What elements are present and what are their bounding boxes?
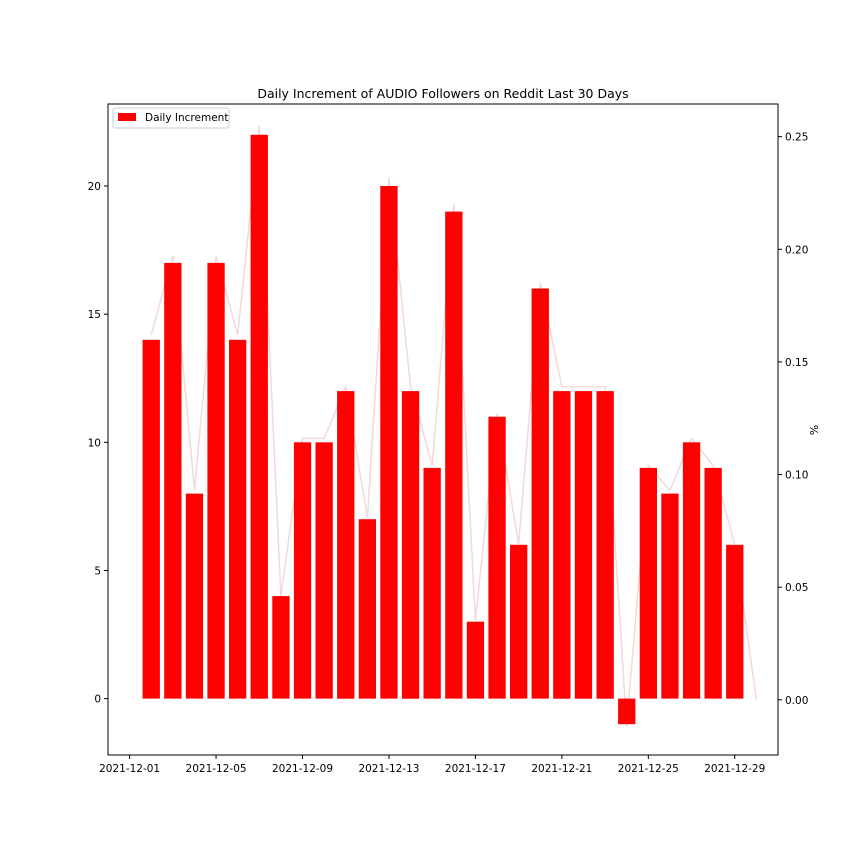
legend: Daily Increment bbox=[112, 107, 230, 129]
bar-2021-12-19 bbox=[510, 544, 528, 699]
x-tick-label: 2021-12-21 bbox=[531, 763, 592, 775]
bar-2021-12-13 bbox=[380, 186, 398, 699]
x-tick-label: 2021-12-05 bbox=[186, 763, 247, 775]
plot-frame bbox=[107, 103, 779, 756]
bar-2021-12-04 bbox=[185, 493, 204, 699]
y2-tick-label: 0.25 bbox=[785, 132, 808, 144]
y-tick-label: 15 bbox=[88, 309, 101, 321]
y2-tick-label: 0.10 bbox=[785, 470, 808, 482]
x-tick-label: 2021-12-13 bbox=[358, 763, 419, 775]
x-tick-label: 2021-12-17 bbox=[445, 763, 506, 775]
y-tick-label: 5 bbox=[94, 565, 101, 577]
y-axis-right: 0.00 0.05 0.10 0.15 0.20 0.25 bbox=[778, 132, 808, 707]
bar-2021-12-12 bbox=[358, 519, 376, 699]
bar-2021-12-21 bbox=[553, 391, 571, 699]
y-tick-label: 0 bbox=[94, 694, 101, 706]
legend-swatch bbox=[118, 113, 136, 121]
bar-2021-12-10 bbox=[315, 442, 333, 699]
bar-2021-12-05 bbox=[207, 262, 225, 699]
x-tick-label: 2021-12-25 bbox=[618, 763, 679, 775]
y2-axis-label: % bbox=[808, 425, 821, 435]
bar-2021-12-20 bbox=[531, 288, 549, 699]
y2-tick-label: 0.20 bbox=[785, 244, 808, 256]
bar-2021-12-16 bbox=[445, 211, 463, 699]
bar-2021-12-22 bbox=[574, 391, 593, 699]
bar-2021-12-06 bbox=[229, 339, 247, 699]
bar-2021-12-26 bbox=[661, 493, 679, 699]
bar-2021-12-25 bbox=[639, 467, 657, 699]
bar-2021-12-29 bbox=[726, 544, 744, 699]
bar-2021-12-28 bbox=[704, 467, 722, 699]
x-tick-label: 2021-12-01 bbox=[99, 763, 160, 775]
y2-tick-label: 0.15 bbox=[785, 357, 808, 369]
bar-2021-12-18 bbox=[488, 416, 506, 699]
bar-2021-12-23 bbox=[596, 391, 614, 699]
x-tick-label: 2021-12-09 bbox=[272, 763, 333, 775]
x-tick-label: 2021-12-29 bbox=[704, 763, 765, 775]
legend-box bbox=[112, 107, 230, 129]
y-tick-label: 20 bbox=[88, 181, 101, 193]
y-tick-label: 10 bbox=[88, 437, 101, 449]
bar-2021-12-14 bbox=[401, 391, 420, 699]
x-axis: 2021-12-01 2021-12-05 2021-12-09 2021-12-13… bbox=[99, 755, 765, 775]
bar-2021-12-11 bbox=[337, 391, 355, 699]
bar-layer bbox=[142, 134, 744, 725]
legend-label: Daily Increment bbox=[145, 112, 228, 124]
bar-2021-12-03 bbox=[164, 262, 182, 699]
bar-2021-12-27 bbox=[682, 442, 701, 699]
bar-2021-12-17 bbox=[466, 621, 485, 699]
bar-2021-12-15 bbox=[423, 467, 441, 699]
y2-tick-label: 0.05 bbox=[785, 582, 808, 594]
bar-2021-12-24 bbox=[618, 698, 636, 725]
bar-2021-12-09 bbox=[293, 442, 312, 699]
bar-2021-12-02 bbox=[142, 339, 160, 699]
bar-2021-12-08 bbox=[272, 596, 290, 699]
y2-tick-label: 0.00 bbox=[785, 695, 808, 707]
chart-title: Daily Increment of AUDIO Followers on Re… bbox=[257, 86, 628, 101]
y-axis-left: 0 5 10 15 20 bbox=[88, 181, 108, 706]
bar-2021-12-07 bbox=[250, 134, 268, 699]
